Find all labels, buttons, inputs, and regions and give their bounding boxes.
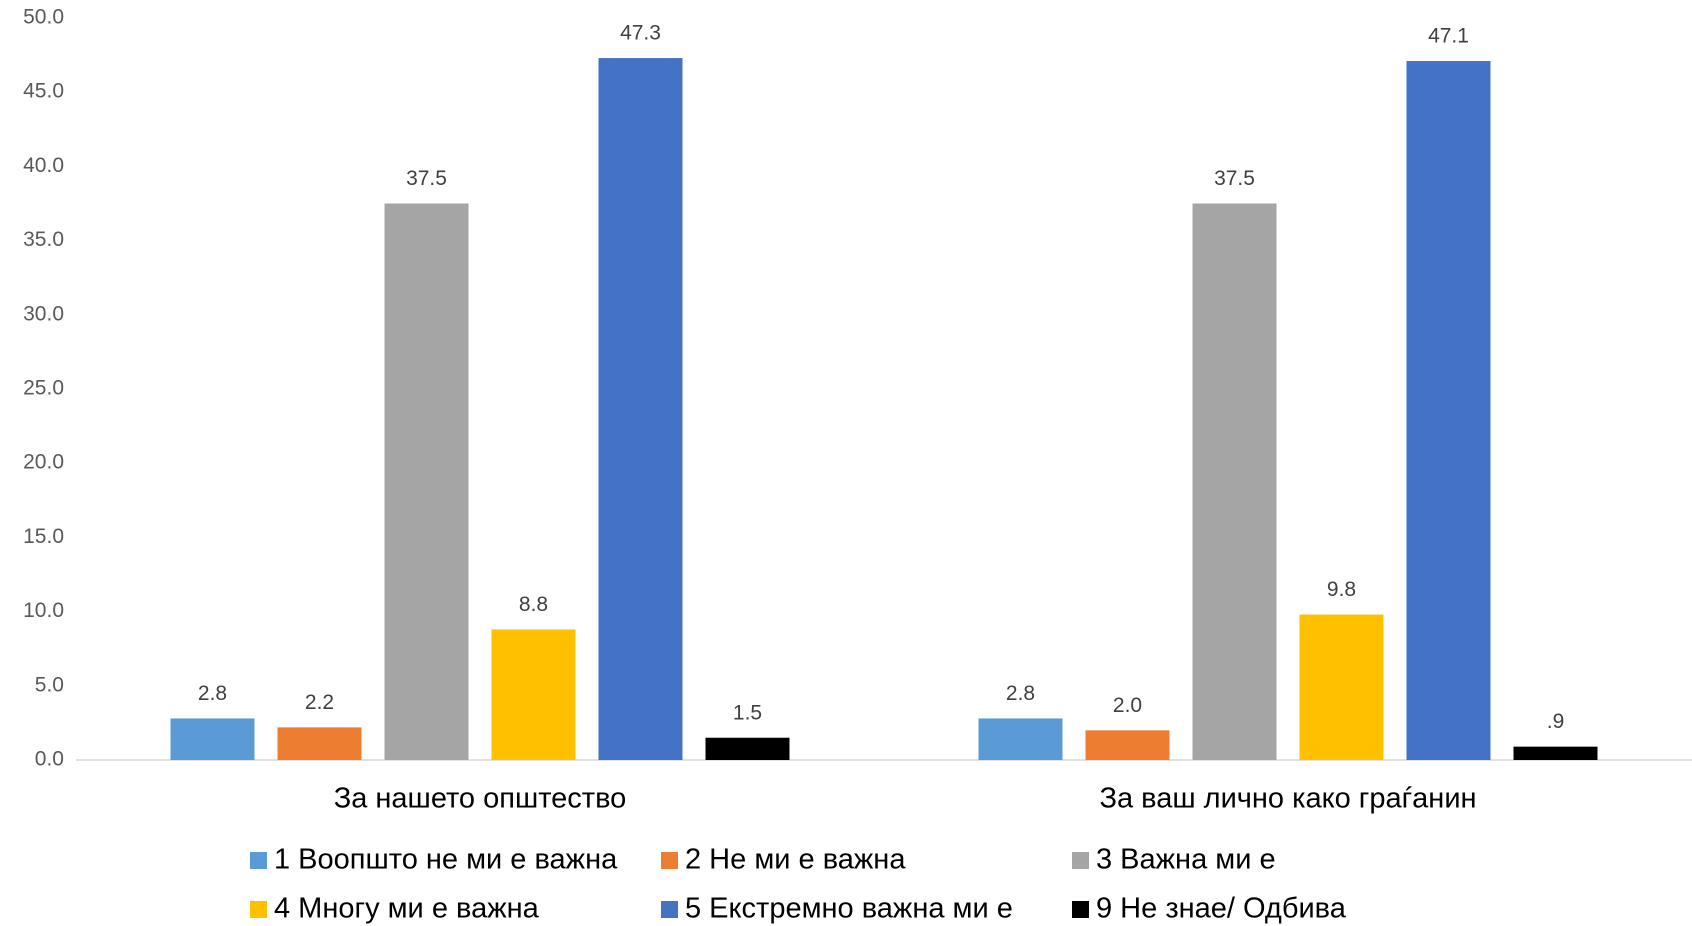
legend-swatch bbox=[661, 901, 678, 918]
legend-label: 5 Екстремно важна ми е bbox=[685, 893, 1013, 925]
bar bbox=[706, 738, 790, 760]
legend-label: 1 Воопшто не ми е важна bbox=[274, 844, 618, 876]
value-label: 8.8 bbox=[519, 593, 548, 616]
legend-swatch bbox=[661, 852, 678, 869]
legend-label: 3 Важна ми е bbox=[1096, 844, 1276, 876]
y-tick-label: 5.0 bbox=[35, 673, 64, 696]
value-label: 1.5 bbox=[733, 701, 762, 724]
bar bbox=[1407, 61, 1491, 760]
y-tick-label: 20.0 bbox=[23, 451, 64, 474]
value-label: 37.5 bbox=[406, 167, 447, 190]
bar bbox=[1514, 747, 1598, 760]
y-tick-label: 15.0 bbox=[23, 525, 64, 548]
value-label: 2.8 bbox=[1006, 682, 1035, 705]
value-label: 47.1 bbox=[1428, 25, 1469, 48]
y-tick-label: 10.0 bbox=[23, 599, 64, 622]
y-tick-label: 35.0 bbox=[23, 228, 64, 251]
value-label: 47.3 bbox=[620, 22, 661, 45]
y-tick-label: 0.0 bbox=[35, 748, 64, 771]
x-tick-label: За нашето општество bbox=[334, 783, 627, 815]
y-tick-label: 40.0 bbox=[23, 154, 64, 177]
value-label: 2.2 bbox=[305, 691, 334, 714]
value-label: 2.0 bbox=[1113, 694, 1142, 717]
bar bbox=[1086, 730, 1170, 760]
legend-swatch bbox=[1072, 852, 1089, 869]
y-tick-label: 45.0 bbox=[23, 80, 64, 103]
chart: 0.0 5.0 10.0 15.0 20.0 25.0 30.0 35.0 40.0 45.0 50… bbox=[0, 0, 1692, 926]
value-label: 9.8 bbox=[1327, 578, 1356, 601]
value-label: 2.8 bbox=[198, 682, 227, 705]
y-tick-label: 25.0 bbox=[23, 377, 64, 400]
value-label: 37.5 bbox=[1214, 167, 1255, 190]
legend-label: 9 Не знае/ Одбива bbox=[1096, 893, 1347, 925]
x-tick-label: За ваш лично како граѓанин bbox=[1099, 783, 1476, 815]
bar bbox=[1193, 204, 1277, 761]
y-tick-label: 50.0 bbox=[23, 6, 64, 29]
legend-swatch bbox=[250, 901, 267, 918]
legend-label: 2 Не ми е важна bbox=[685, 844, 906, 876]
bar bbox=[278, 727, 362, 760]
bar bbox=[385, 204, 469, 761]
legend-swatch bbox=[250, 852, 267, 869]
bar bbox=[599, 58, 683, 760]
bar bbox=[171, 718, 255, 760]
legend-swatch bbox=[1072, 901, 1089, 918]
legend-label: 4 Многу ми е важна bbox=[274, 893, 540, 925]
bar bbox=[979, 718, 1063, 760]
value-label: .9 bbox=[1547, 710, 1565, 733]
y-tick-label: 30.0 bbox=[23, 302, 64, 325]
bar bbox=[492, 629, 576, 760]
bar bbox=[1300, 615, 1384, 760]
